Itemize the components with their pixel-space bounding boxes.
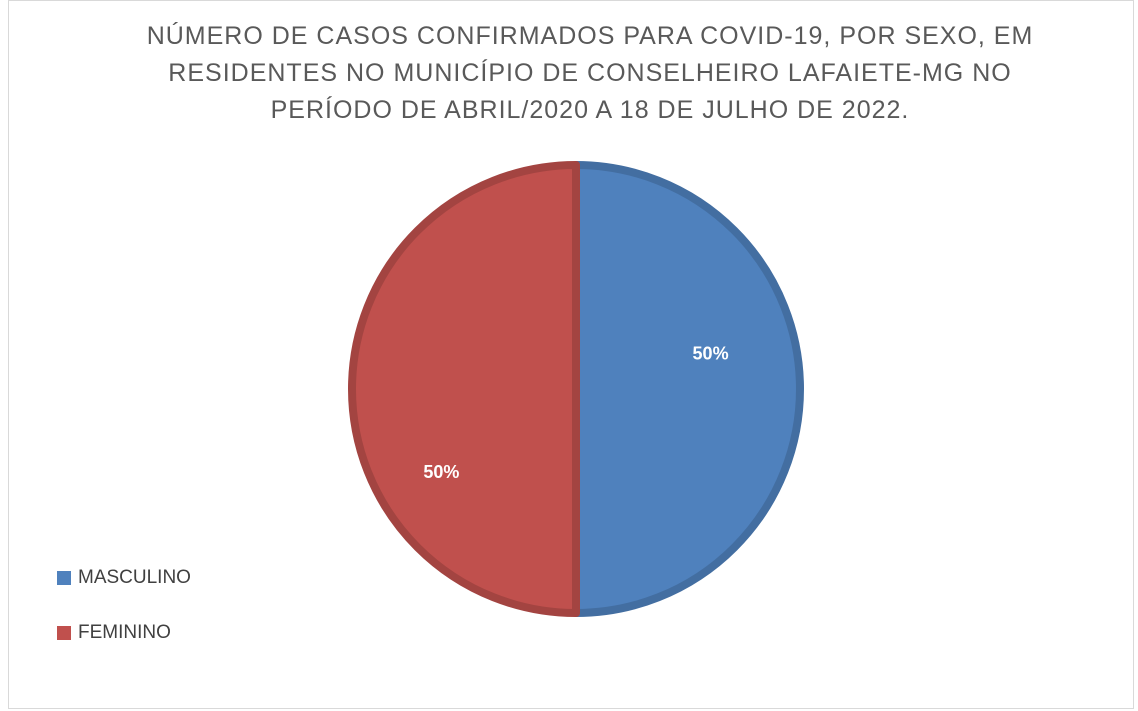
- pie-slice: [348, 161, 580, 617]
- legend-swatch: [57, 626, 71, 640]
- data-label: 50%: [423, 462, 459, 482]
- chart-title: NÚMERO DE CASOS CONFIRMADOS PARA COVID-1…: [146, 22, 1034, 124]
- legend-label: FEMININO: [78, 622, 171, 643]
- legend-label: MASCULINO: [78, 567, 191, 588]
- legend-swatch: [57, 571, 71, 585]
- data-label: 50%: [693, 343, 729, 363]
- chart-frame: [8, 0, 1134, 709]
- pie-slice: [572, 161, 804, 617]
